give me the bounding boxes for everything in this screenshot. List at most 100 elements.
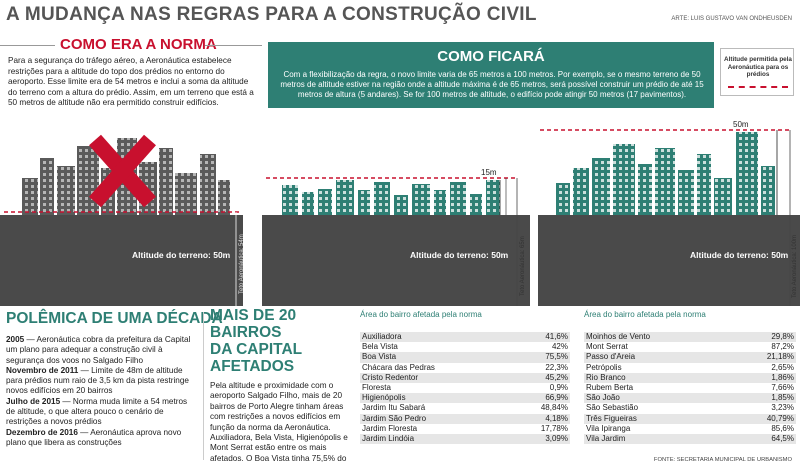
bairros-section: MAIS DE 20 BAIRROS DA CAPITAL AFETADOS P… bbox=[210, 307, 356, 465]
como-era-text: Para a segurança do tráfego aéreo, a Aer… bbox=[8, 56, 254, 108]
bairro-value: 4,18% bbox=[545, 413, 568, 423]
bairro-name: Vila Jardim bbox=[586, 433, 626, 443]
scene-65m bbox=[262, 177, 530, 306]
table-row: Jardim Lindóia 3,09% bbox=[360, 433, 570, 445]
table-row: Jardim São Pedro 4,18% bbox=[360, 413, 570, 424]
scene-old-rule bbox=[0, 134, 243, 306]
bairro-value: 17,78% bbox=[540, 423, 568, 433]
table-row: Cristo Redentor 45,2% bbox=[360, 372, 570, 383]
bairro-name: Boa Vista bbox=[362, 352, 397, 362]
bairro-name: Jardim Floresta bbox=[362, 423, 418, 433]
red-x-icon bbox=[89, 134, 156, 208]
bairros-title-1: MAIS DE 20 BAIRROS bbox=[210, 307, 297, 341]
table-row: Vila Jardim 64,5% bbox=[584, 433, 796, 445]
bairro-name: Cristo Redentor bbox=[362, 372, 419, 382]
table-row: Chácara das Pedras 22,3% bbox=[360, 363, 570, 373]
bairro-value: 7,66% bbox=[771, 382, 794, 392]
bairro-value: 2,65% bbox=[771, 362, 794, 372]
bairro-value: 0,9% bbox=[549, 382, 568, 392]
ground-label-2: Altitude do terreno: 50m bbox=[410, 250, 509, 260]
table-row: Vila Ipiranga 85,6% bbox=[584, 424, 796, 434]
height-50m-label: 50m bbox=[733, 120, 749, 129]
table-row: Mont Serrat 87,2% bbox=[584, 342, 796, 352]
bairro-value: 1,86% bbox=[771, 372, 794, 382]
table-row: Rio Branco 1,86% bbox=[584, 372, 796, 383]
polemica-list: 2005 — Aeronáutica cobra da prefeitura d… bbox=[6, 335, 198, 448]
como-ficara-title: COMO FICARÁ bbox=[437, 48, 545, 65]
source-note: FONTE: SECRETARIA MUNICIPAL DE URBANISMO bbox=[653, 457, 792, 463]
bairro-value: 40,79% bbox=[766, 413, 794, 423]
legend-dashed-line bbox=[728, 86, 788, 88]
table-row: Bela Vista 42% bbox=[360, 342, 570, 352]
bairro-name: Passo d'Areia bbox=[586, 352, 636, 362]
bairro-name: São João bbox=[586, 393, 620, 403]
bairro-name: Jardim Lindóia bbox=[362, 433, 415, 443]
height-15m-label: 15m bbox=[481, 168, 497, 177]
divider bbox=[205, 45, 262, 46]
bairro-value: 22,3% bbox=[545, 362, 568, 372]
bairro-name: Mont Serrat bbox=[586, 342, 628, 352]
table-row: São Sebastião 3,23% bbox=[584, 403, 796, 413]
ground-block bbox=[0, 215, 243, 306]
bairro-value: 87,2% bbox=[771, 342, 794, 352]
bairro-name: Vila Ipiranga bbox=[586, 423, 631, 433]
bairro-value: 75,5% bbox=[545, 352, 568, 362]
table2-header: Área do bairro afetada pela norma bbox=[584, 310, 706, 319]
bairro-name: Três Figueiras bbox=[586, 413, 637, 423]
bairro-value: 64,5% bbox=[771, 433, 794, 443]
ground-block bbox=[262, 215, 530, 306]
art-credit: ARTE: LUIS GUSTAVO VAN ONDHEUSDEN bbox=[671, 16, 792, 22]
polemica-title: POLÊMICA DE UMA DÉCADA bbox=[6, 310, 223, 327]
bairro-name: Moinhos de Vento bbox=[586, 332, 651, 341]
bairro-value: 1,85% bbox=[771, 393, 794, 403]
teto-65-label: Teto Aeronáutica: 65m bbox=[520, 236, 526, 296]
bairro-name: São Sebastião bbox=[586, 403, 639, 413]
divider bbox=[203, 312, 204, 460]
bairro-name: Petrópolis bbox=[586, 362, 622, 372]
scene-100m bbox=[538, 129, 800, 306]
table-row: Passo d'Areia 21,18% bbox=[584, 352, 796, 363]
legend-text: Altitude permitida pela Aeronáutica para… bbox=[724, 56, 792, 78]
teto-54-label: Teto Aeronáutica: 54m bbox=[239, 234, 245, 294]
table-row: Petrópolis 2,65% bbox=[584, 363, 796, 373]
bairro-name: Rio Branco bbox=[586, 372, 626, 382]
bairro-name: Higienópolis bbox=[362, 393, 406, 403]
bairro-value: 3,09% bbox=[545, 433, 568, 443]
table-row: São João 1,85% bbox=[584, 393, 796, 404]
como-era-title: COMO ERA A NORMA bbox=[60, 36, 217, 53]
skyline-illustration: Altitude do terreno: 50m Altitude do ter… bbox=[0, 118, 800, 306]
polemica-item: Dezembro de 2016 — Aeronáutica aprova no… bbox=[6, 427, 182, 447]
table-row: Jardim Floresta 17,78% bbox=[360, 424, 570, 434]
table1: Auxiliadora 41,6% Bela Vista 42% Boa Vista 75… bbox=[360, 332, 570, 445]
teto-100-label: Teto Aeronáutica: 100m bbox=[792, 234, 798, 298]
page-title: A MUDANÇA NAS REGRAS PARA A CONSTRUÇÃO C… bbox=[6, 4, 537, 25]
ground-label-3: Altitude do terreno: 50m bbox=[690, 250, 789, 260]
ground-block bbox=[538, 215, 800, 306]
table-row: Rubem Berta 7,66% bbox=[584, 383, 796, 393]
bairro-value: 41,6% bbox=[545, 332, 568, 341]
table-row: Moinhos de Vento 29,8% bbox=[584, 332, 796, 343]
bairro-name: Floresta bbox=[362, 382, 391, 392]
table-row: Floresta 0,9% bbox=[360, 383, 570, 393]
ground-label-1: Altitude do terreno: 50m bbox=[132, 250, 231, 260]
bairro-value: 66,9% bbox=[545, 393, 568, 403]
table-row: Auxiliadora 41,6% bbox=[360, 332, 570, 343]
table-row: Três Figueiras 40,79% bbox=[584, 413, 796, 424]
divider bbox=[0, 45, 55, 46]
bairro-name: Bela Vista bbox=[362, 342, 398, 352]
polemica-item: Julho de 2015 — Norma muda limite a 54 m… bbox=[6, 396, 188, 427]
polemica-item: 2005 — Aeronáutica cobra da prefeitura d… bbox=[6, 335, 191, 365]
bairro-name: Jardim Itu Sabará bbox=[362, 403, 426, 413]
como-ficara-banner: COMO FICARÁ Com a flexibilização da regr… bbox=[268, 42, 714, 108]
bairro-name: Chácara das Pedras bbox=[362, 362, 435, 372]
polemica-section: POLÊMICA DE UMA DÉCADA 2005 — Aeronáutic… bbox=[6, 310, 223, 448]
bairro-value: 3,23% bbox=[771, 403, 794, 413]
bairro-name: Auxiliadora bbox=[362, 332, 402, 341]
bairro-value: 45,2% bbox=[545, 372, 568, 382]
skyline-svg bbox=[0, 129, 800, 306]
table1-header: Área do bairro afetada pela norma bbox=[360, 310, 482, 319]
bairro-name: Rubem Berta bbox=[586, 382, 634, 392]
bairro-name: Jardim São Pedro bbox=[362, 413, 427, 423]
bairros-title-2: DA CAPITAL AFETADOS bbox=[210, 341, 302, 375]
bairros-text: Pela altitude e proximidade com o aeropo… bbox=[210, 381, 348, 465]
